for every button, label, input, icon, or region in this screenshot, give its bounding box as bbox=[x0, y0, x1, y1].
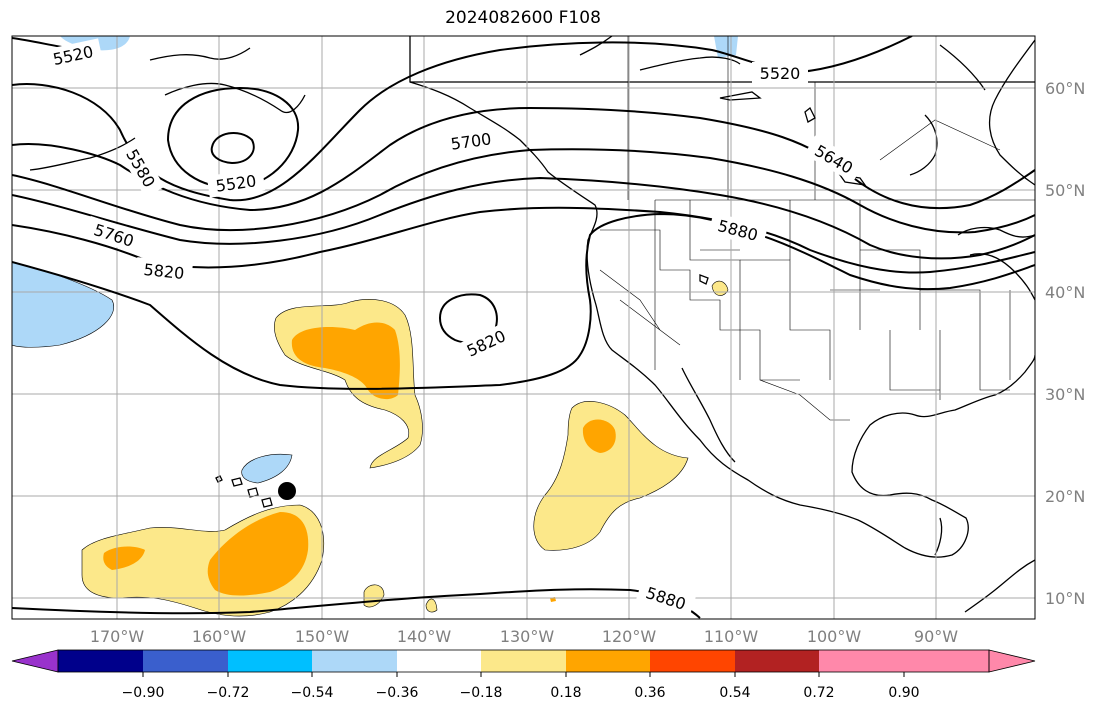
location-marker bbox=[278, 482, 296, 500]
positive-anomaly-area bbox=[103, 546, 145, 570]
contour-label: 5520 bbox=[760, 64, 801, 83]
lat-label: 20°N bbox=[1045, 487, 1085, 506]
lat-label: 40°N bbox=[1045, 283, 1085, 302]
lon-label: 140°W bbox=[397, 627, 452, 646]
colorbar-segments bbox=[58, 650, 989, 672]
political-boundaries bbox=[599, 36, 1035, 421]
colorbar-ticks: −0.90 −0.72 −0.54 −0.36 −0.18 0.18 0.36 0.54 0.7… bbox=[122, 672, 920, 701]
positive-anomaly-area bbox=[425, 598, 438, 613]
lon-label: 120°W bbox=[602, 627, 657, 646]
colorbar-segment bbox=[228, 650, 312, 672]
colorbar-tick-label: −0.90 bbox=[122, 685, 165, 701]
colorbar-tick-label: −0.54 bbox=[291, 685, 334, 701]
colorbar-segment bbox=[819, 650, 904, 672]
colorbar-segment bbox=[58, 650, 143, 672]
colorbar-tick-label: −0.36 bbox=[376, 685, 419, 701]
colorbar-segment bbox=[735, 650, 819, 672]
lat-label: 30°N bbox=[1045, 385, 1085, 404]
colorbar-over-arrow bbox=[988, 649, 1036, 673]
colorbar-segment bbox=[650, 650, 735, 672]
lat-label: 60°N bbox=[1045, 79, 1085, 98]
colorbar-segment bbox=[566, 650, 650, 672]
colorbar-tick-label: 0.36 bbox=[634, 685, 665, 701]
map-area: 5520 5520 5520 5580 5700 5640 5760 5820 … bbox=[12, 36, 1035, 619]
colorbar-segment bbox=[312, 650, 397, 672]
lon-label: 130°W bbox=[500, 627, 555, 646]
colorbar-frame bbox=[57, 649, 990, 673]
lon-label: 150°W bbox=[295, 627, 350, 646]
map-frame bbox=[11, 35, 1036, 620]
colorbar-tick-label: 0.72 bbox=[803, 685, 834, 701]
positive-anomaly-shading bbox=[81, 280, 729, 617]
positive-anomaly-area bbox=[207, 512, 309, 596]
map-title: 2024082600 F108 bbox=[445, 8, 601, 28]
longitude-labels: 170°W 160°W 150°W 140°W 130°W 120°W 110°… bbox=[90, 627, 958, 646]
lon-label: 110°W bbox=[704, 627, 759, 646]
positive-anomaly-area bbox=[291, 322, 400, 400]
latitude-labels: 60°N 50°N 40°N 30°N 20°N 10°N bbox=[1045, 79, 1085, 608]
colorbar-segment bbox=[481, 650, 566, 672]
colorbar: −0.90 −0.72 −0.54 −0.36 −0.18 0.18 0.36 0.54 0.7… bbox=[11, 649, 1036, 701]
colorbar-under-arrow bbox=[11, 649, 59, 673]
positive-anomaly-area bbox=[582, 419, 616, 453]
colorbar-tick-label: 0.54 bbox=[719, 685, 750, 701]
colorbar-segment bbox=[143, 650, 228, 672]
lat-label: 10°N bbox=[1045, 589, 1085, 608]
colorbar-tick-label: −0.72 bbox=[207, 685, 250, 701]
positive-anomaly-area bbox=[533, 401, 689, 551]
lat-label: 50°N bbox=[1045, 181, 1085, 200]
colorbar-segment bbox=[397, 650, 481, 672]
lon-label: 100°W bbox=[807, 627, 862, 646]
negative-anomaly-area bbox=[241, 453, 293, 484]
colorbar-tick-label: 0.90 bbox=[888, 685, 919, 701]
lon-label: 160°W bbox=[192, 627, 247, 646]
colorbar-segment bbox=[904, 650, 989, 672]
colorbar-tick-label: −0.18 bbox=[460, 685, 503, 701]
negative-anomaly-shading bbox=[12, 36, 738, 484]
lon-label: 170°W bbox=[90, 627, 145, 646]
graticule bbox=[12, 36, 1035, 619]
lon-label: 90°W bbox=[914, 627, 958, 646]
contour-label: 5820 bbox=[143, 260, 185, 283]
colorbar-tick-label: 0.18 bbox=[550, 685, 581, 701]
